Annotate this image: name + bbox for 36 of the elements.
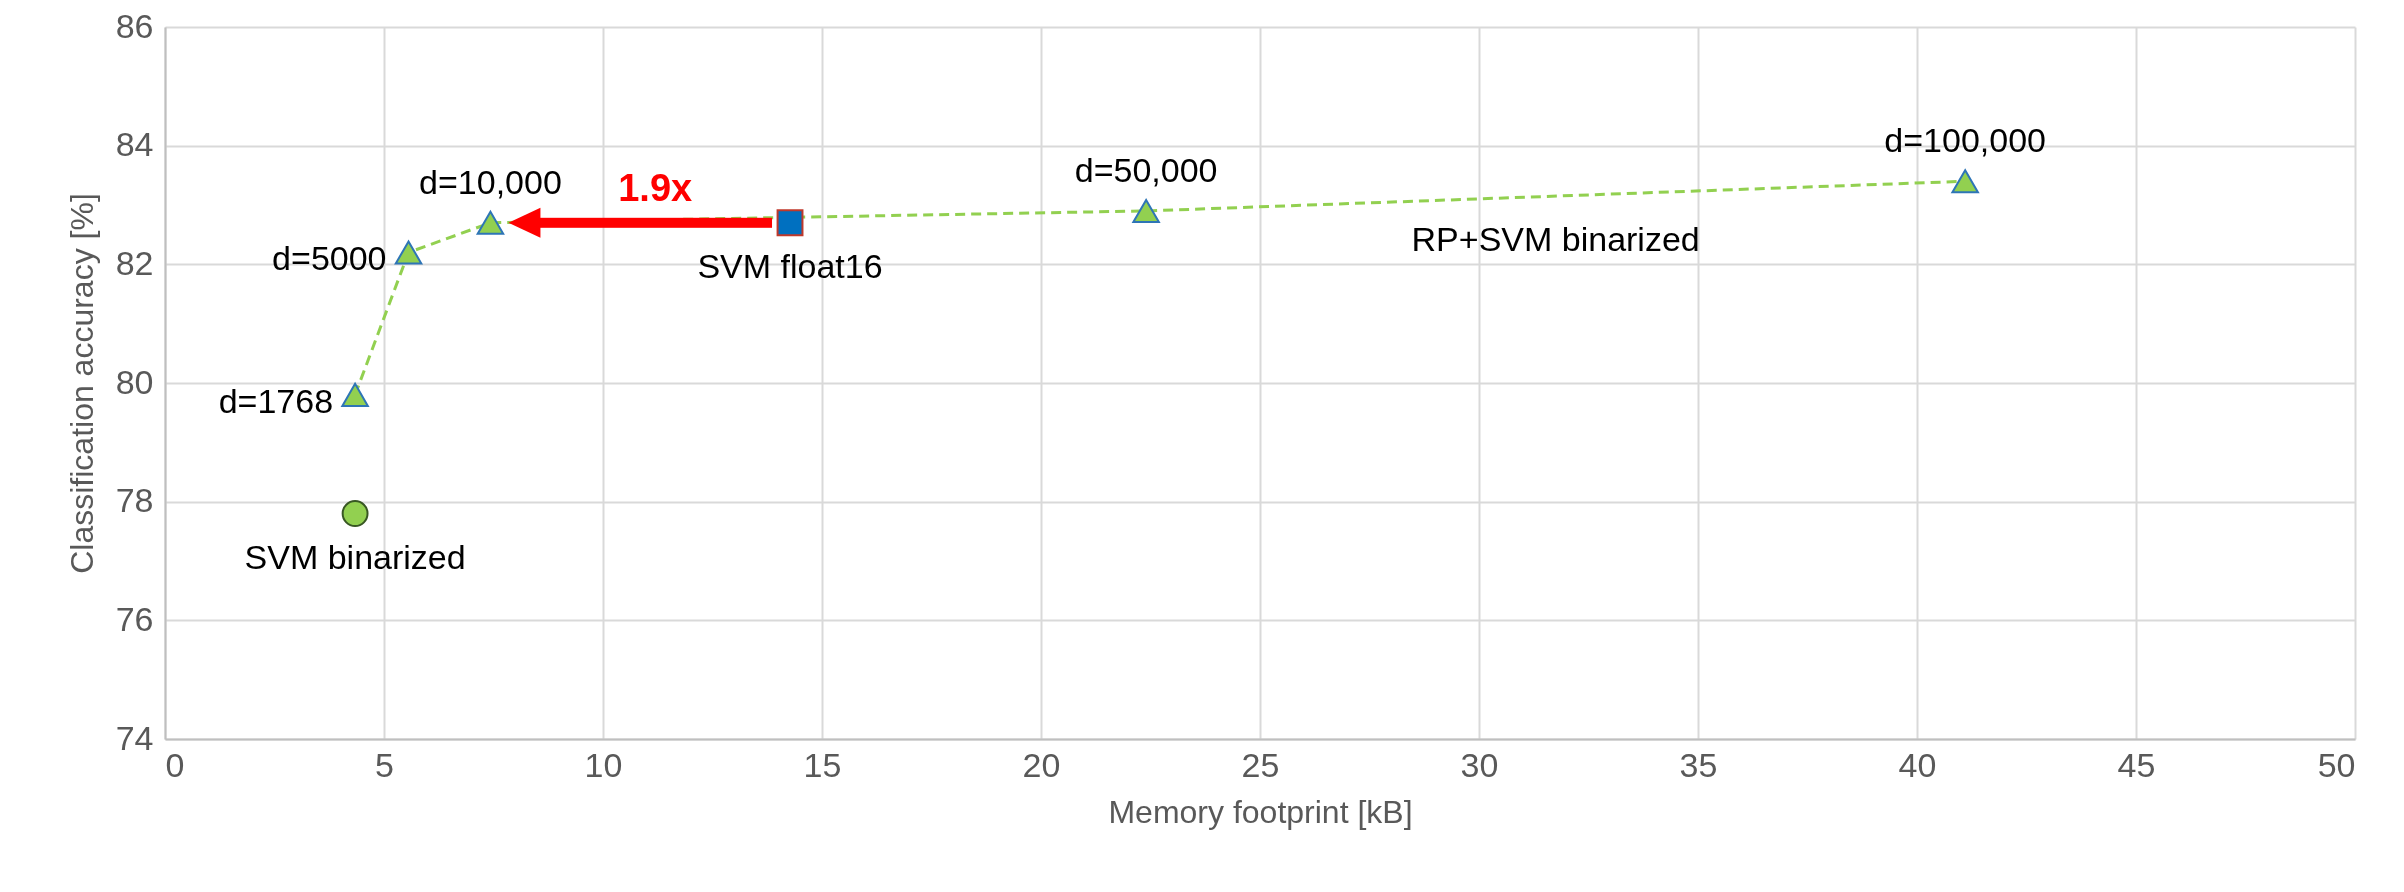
series-label: RP+SVM binarized xyxy=(1411,220,1700,259)
x-tick-label: 20 xyxy=(1022,745,1061,784)
x-tick-label: 40 xyxy=(1898,745,1937,784)
y-tick-label: 84 xyxy=(115,125,154,164)
y-tick-label: 76 xyxy=(115,599,154,638)
y-tick-label: 74 xyxy=(115,718,154,757)
x-tick-label: 10 xyxy=(584,745,623,784)
series-label: SVM float16 xyxy=(697,246,883,285)
point xyxy=(776,209,804,237)
annotation: d=50,000 xyxy=(1074,150,1218,189)
annotation: d=10,000 xyxy=(419,162,562,201)
annotation: d=5000 xyxy=(272,239,387,278)
annotation: d=1768 xyxy=(218,381,334,420)
annotation: 1.9x xyxy=(618,166,693,209)
x-tick-label: 30 xyxy=(1460,745,1499,784)
annotation: d=100,000 xyxy=(1884,121,2047,160)
point xyxy=(1132,198,1160,223)
point xyxy=(341,500,369,527)
point xyxy=(1951,169,1979,194)
point xyxy=(341,382,369,407)
point xyxy=(476,210,505,235)
x-tick-label: 15 xyxy=(803,745,842,784)
y-axis-title: Classification accuracy [%] xyxy=(63,193,100,574)
point xyxy=(394,240,423,265)
y-tick-label: 78 xyxy=(115,481,154,520)
x-tick-label: 35 xyxy=(1679,745,1718,784)
x-tick-label: 45 xyxy=(2117,745,2156,784)
x-axis-title: Memory footprint [kB] xyxy=(1108,793,1413,830)
y-tick-label: 82 xyxy=(115,243,154,282)
y-tick-label: 80 xyxy=(115,362,154,401)
x-tick-label: 5 xyxy=(375,745,394,784)
x-tick-label: 25 xyxy=(1241,745,1280,784)
x-tick-label: 0 xyxy=(165,745,185,784)
x-tick-label: 50 xyxy=(2317,745,2356,784)
y-tick-label: 86 xyxy=(115,6,154,45)
series-label: SVM binarized xyxy=(244,537,466,576)
